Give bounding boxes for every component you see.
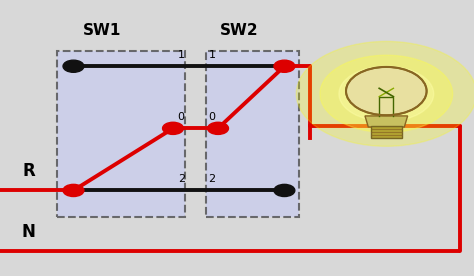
Text: 1: 1 bbox=[178, 50, 185, 60]
Circle shape bbox=[296, 41, 474, 146]
Polygon shape bbox=[365, 116, 408, 127]
Text: R: R bbox=[22, 162, 35, 180]
Text: 1: 1 bbox=[209, 50, 216, 60]
Circle shape bbox=[63, 184, 84, 197]
Text: 2: 2 bbox=[178, 174, 185, 184]
Circle shape bbox=[208, 122, 228, 134]
FancyBboxPatch shape bbox=[57, 51, 185, 217]
Circle shape bbox=[63, 60, 84, 72]
Text: 0: 0 bbox=[209, 112, 216, 122]
Circle shape bbox=[274, 184, 295, 197]
Text: 0: 0 bbox=[178, 112, 185, 122]
Text: SW1: SW1 bbox=[83, 23, 121, 38]
Text: SW2: SW2 bbox=[220, 23, 259, 38]
Text: 2: 2 bbox=[209, 174, 216, 184]
Circle shape bbox=[339, 66, 434, 121]
Circle shape bbox=[163, 122, 183, 134]
Bar bbox=[371, 126, 402, 138]
FancyBboxPatch shape bbox=[206, 51, 299, 217]
Text: N: N bbox=[21, 223, 36, 241]
Circle shape bbox=[320, 55, 453, 132]
Ellipse shape bbox=[346, 67, 427, 115]
Circle shape bbox=[274, 60, 295, 72]
